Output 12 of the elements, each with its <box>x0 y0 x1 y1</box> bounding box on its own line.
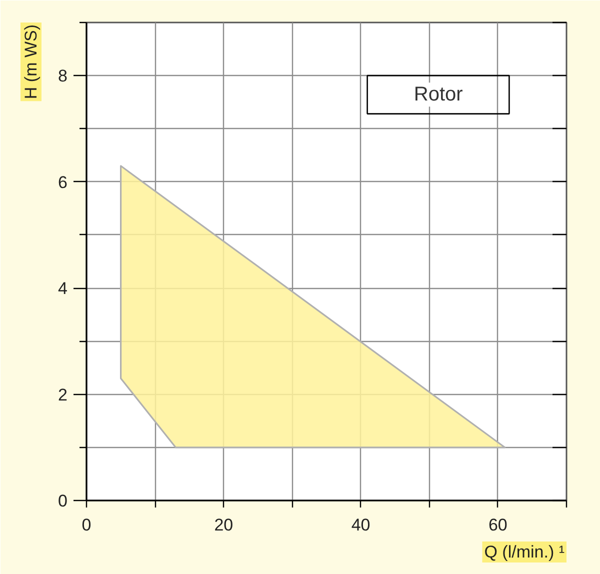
annotation: Rotor <box>414 84 464 106</box>
y-tick-label: 4 <box>58 279 68 298</box>
x-axis-title: Q (l/min.) ¹ <box>484 542 565 562</box>
x-tick-label: 20 <box>214 516 234 534</box>
y-tick-label: 6 <box>58 172 68 192</box>
y-axis-title: H (m WS) <box>22 24 40 100</box>
y-tick-label: 0 <box>58 492 68 510</box>
x-tick-label: 60 <box>488 516 508 534</box>
x-tick-label: 0 <box>82 516 92 534</box>
x-tick-label: 40 <box>351 516 370 534</box>
y-tick-label: 2 <box>58 385 68 404</box>
y-tick-label: 8 <box>58 66 68 86</box>
